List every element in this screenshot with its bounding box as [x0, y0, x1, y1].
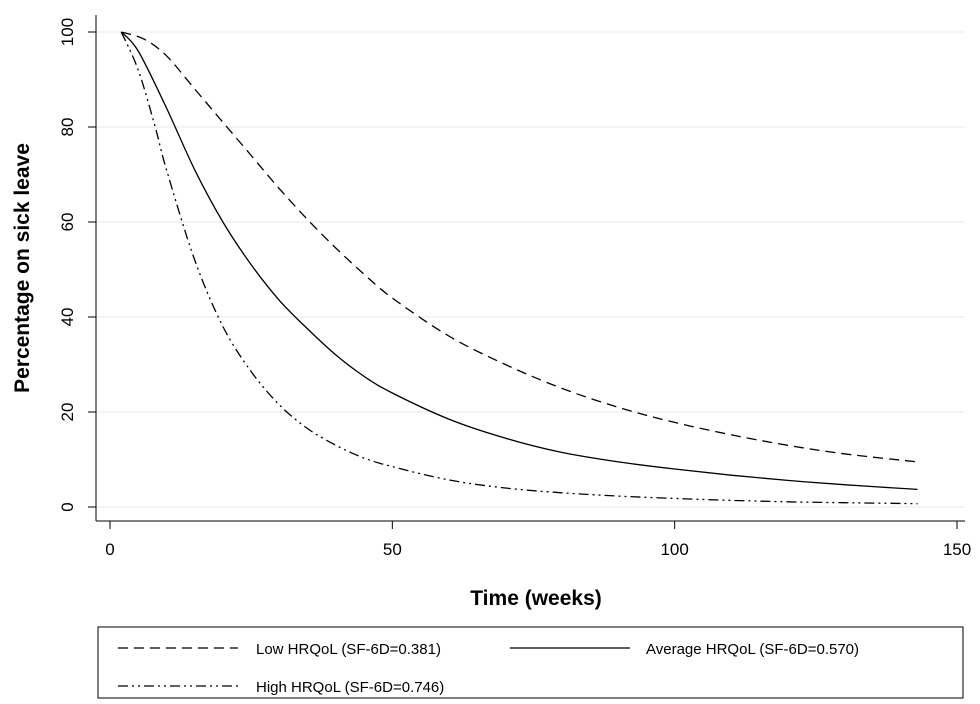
x-axis-title: Time (weeks)	[470, 587, 602, 610]
x-tick-label: 100	[660, 540, 688, 559]
series-line-2	[120, 31, 918, 505]
y-ticks: 0 20 40 60 80 100	[58, 18, 96, 512]
legend-box	[97, 626, 964, 699]
series-line-1	[120, 31, 918, 491]
series-line-0	[121, 31, 918, 463]
legend-label-low: Low HRQoL (SF-6D=0.381)	[256, 641, 441, 658]
y-tick-label: 0	[58, 502, 77, 511]
y-tick-label: 20	[58, 403, 77, 422]
legend-label-high: High HRQoL (SF-6D=0.746)	[256, 679, 444, 696]
axes	[95, 15, 965, 522]
x-tick-label: 0	[105, 540, 114, 559]
x-tick-label: 150	[943, 540, 971, 559]
y-tick-label: 100	[58, 18, 77, 46]
y-axis-title: Percentage on sick leave	[11, 143, 34, 393]
x-tick-label: 50	[383, 540, 402, 559]
series-lines	[120, 31, 918, 505]
y-tick-label: 60	[58, 213, 77, 232]
x-ticks: 0 50 100 150	[105, 521, 971, 559]
legend-label-average: Average HRQoL (SF-6D=0.570)	[646, 641, 859, 658]
y-tick-label: 80	[58, 118, 77, 137]
legend: Low HRQoL (SF-6D=0.381) Average HRQoL (S…	[97, 626, 964, 699]
y-tick-label: 40	[58, 308, 77, 327]
gridlines	[96, 31, 965, 508]
